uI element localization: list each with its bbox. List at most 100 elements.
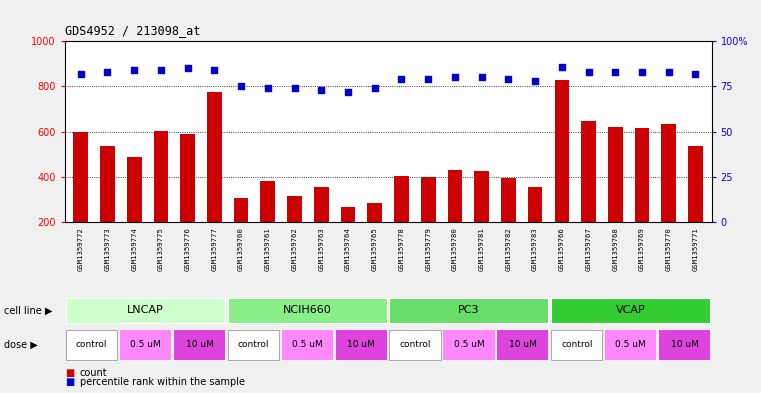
- Text: GSM1359779: GSM1359779: [425, 228, 431, 272]
- Text: GSM1359771: GSM1359771: [693, 228, 699, 272]
- Text: ■: ■: [65, 368, 74, 378]
- Text: 10 uM: 10 uM: [186, 340, 213, 349]
- Text: 0.5 uM: 0.5 uM: [130, 340, 161, 349]
- Bar: [368, 203, 382, 222]
- Text: GSM1359781: GSM1359781: [479, 228, 485, 272]
- Point: [182, 65, 194, 72]
- Bar: [260, 181, 275, 222]
- Point: [128, 67, 140, 73]
- Bar: [100, 146, 115, 222]
- Text: GSM1359765: GSM1359765: [371, 228, 377, 272]
- Point: [689, 71, 702, 77]
- Bar: [180, 134, 195, 222]
- Bar: [551, 330, 603, 360]
- Bar: [581, 121, 596, 222]
- Point: [75, 71, 87, 77]
- Text: GSM1359760: GSM1359760: [238, 228, 244, 272]
- Text: GSM1359780: GSM1359780: [452, 228, 458, 272]
- Text: GSM1359769: GSM1359769: [639, 228, 645, 272]
- Text: GSM1359778: GSM1359778: [399, 228, 405, 272]
- Point: [262, 85, 274, 92]
- Point: [368, 85, 380, 92]
- Bar: [390, 330, 441, 360]
- Bar: [336, 330, 387, 360]
- Point: [422, 76, 435, 83]
- Bar: [66, 330, 117, 360]
- Bar: [228, 298, 387, 323]
- Text: 0.5 uM: 0.5 uM: [454, 340, 484, 349]
- Text: control: control: [400, 340, 431, 349]
- Text: 0.5 uM: 0.5 uM: [616, 340, 646, 349]
- Text: 0.5 uM: 0.5 uM: [292, 340, 323, 349]
- Bar: [287, 196, 302, 222]
- Point: [529, 78, 541, 84]
- Bar: [608, 127, 622, 222]
- Text: GSM1359782: GSM1359782: [505, 228, 511, 272]
- Point: [582, 69, 594, 75]
- Text: control: control: [561, 340, 593, 349]
- Text: GSM1359762: GSM1359762: [291, 228, 298, 272]
- Bar: [501, 178, 516, 222]
- Text: GSM1359763: GSM1359763: [318, 228, 324, 272]
- Text: GSM1359766: GSM1359766: [559, 228, 565, 272]
- Point: [610, 69, 622, 75]
- Text: GSM1359772: GSM1359772: [78, 228, 84, 272]
- Bar: [688, 146, 703, 222]
- Point: [154, 67, 167, 73]
- Bar: [120, 330, 171, 360]
- Text: LNCAP: LNCAP: [127, 305, 164, 316]
- Bar: [447, 170, 462, 222]
- Bar: [528, 187, 543, 222]
- Bar: [341, 208, 355, 222]
- Text: GSM1359767: GSM1359767: [585, 228, 591, 272]
- Point: [663, 69, 675, 75]
- Text: GSM1359761: GSM1359761: [265, 228, 271, 272]
- Point: [288, 85, 301, 92]
- Bar: [66, 298, 225, 323]
- Text: GSM1359764: GSM1359764: [345, 228, 351, 272]
- Point: [449, 74, 461, 81]
- Bar: [154, 131, 168, 222]
- Bar: [73, 132, 88, 222]
- Point: [636, 69, 648, 75]
- Point: [502, 76, 514, 83]
- Point: [556, 63, 568, 70]
- Bar: [390, 298, 549, 323]
- Bar: [444, 330, 495, 360]
- Bar: [174, 330, 225, 360]
- Point: [315, 87, 327, 93]
- Point: [342, 89, 354, 95]
- Text: GSM1359776: GSM1359776: [185, 228, 191, 272]
- Text: count: count: [80, 368, 107, 378]
- Text: cell line ▶: cell line ▶: [4, 305, 53, 316]
- Text: percentile rank within the sample: percentile rank within the sample: [80, 377, 245, 387]
- Text: GSM1359768: GSM1359768: [613, 228, 618, 272]
- Bar: [635, 128, 649, 222]
- Bar: [555, 80, 569, 222]
- Bar: [282, 330, 333, 360]
- Bar: [421, 177, 435, 222]
- Text: PC3: PC3: [458, 305, 479, 316]
- Bar: [605, 330, 656, 360]
- Bar: [661, 124, 676, 222]
- Text: dose ▶: dose ▶: [4, 340, 37, 350]
- Point: [209, 67, 221, 73]
- Text: control: control: [76, 340, 107, 349]
- Text: GSM1359774: GSM1359774: [131, 228, 137, 272]
- Point: [396, 76, 408, 83]
- Text: GSM1359775: GSM1359775: [158, 228, 164, 272]
- Bar: [127, 157, 142, 222]
- Text: GSM1359770: GSM1359770: [666, 228, 672, 272]
- Bar: [497, 330, 549, 360]
- Bar: [228, 330, 279, 360]
- Text: ■: ■: [65, 377, 74, 387]
- Bar: [234, 198, 248, 222]
- Bar: [474, 171, 489, 222]
- Text: GSM1359773: GSM1359773: [104, 228, 110, 272]
- Text: 10 uM: 10 uM: [347, 340, 375, 349]
- Text: VCAP: VCAP: [616, 305, 645, 316]
- Text: GDS4952 / 213098_at: GDS4952 / 213098_at: [65, 24, 200, 37]
- Text: GSM1359783: GSM1359783: [532, 228, 538, 272]
- Point: [476, 74, 488, 81]
- Bar: [207, 92, 221, 222]
